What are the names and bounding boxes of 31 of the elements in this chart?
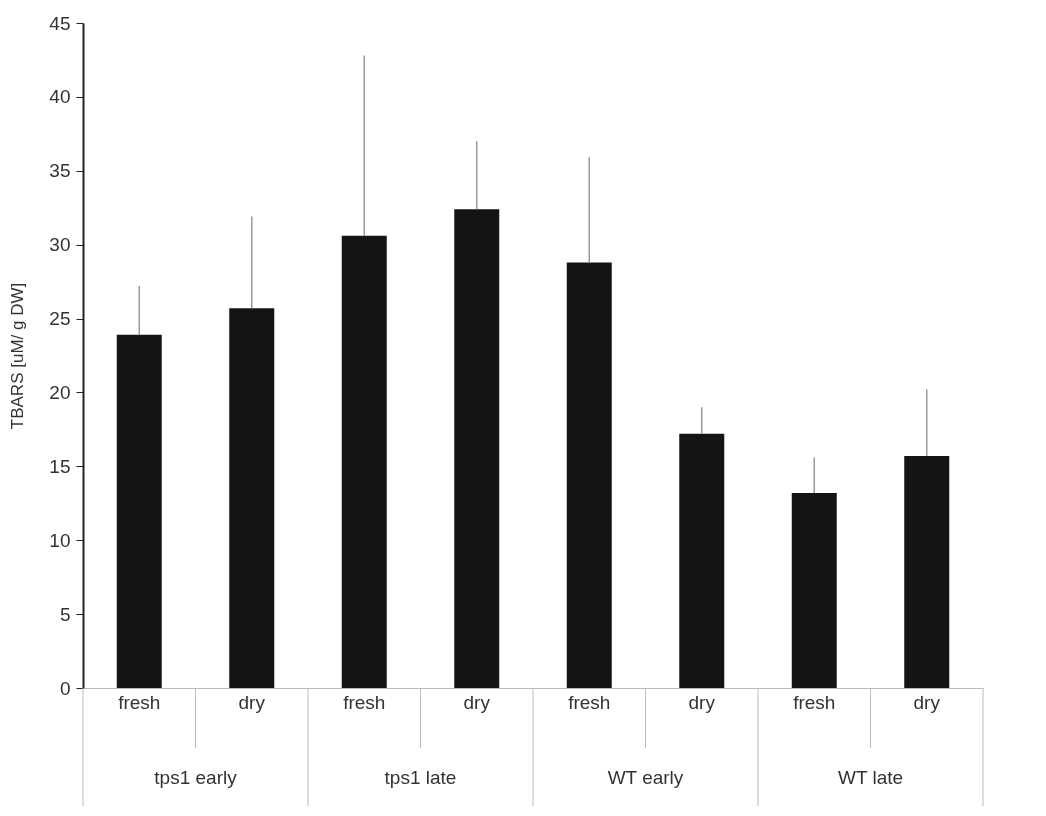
- y-tick-label: 0: [59, 677, 71, 699]
- bar: [116, 334, 162, 688]
- y-tick-label: 45: [49, 12, 71, 34]
- text: WT early: [607, 767, 684, 788]
- y-tick-label: 5: [59, 603, 71, 625]
- x-tick-label: fresh: [118, 691, 161, 713]
- x-tick-label: dry: [238, 691, 266, 713]
- y-tick-label: 10: [49, 529, 71, 551]
- text: tps1 late: [384, 767, 457, 788]
- bar: [679, 433, 725, 688]
- x-tick-label: fresh: [793, 691, 836, 713]
- x-tick-label: fresh: [568, 691, 611, 713]
- y-axis-title: TBARS [uM/ g DW]: [8, 282, 28, 430]
- x-tick-label: fresh: [343, 691, 386, 713]
- y-tick-label: 25: [49, 308, 71, 330]
- bar: [229, 308, 275, 688]
- y-tick-label: 30: [49, 234, 71, 256]
- y-tick-label: 20: [49, 381, 71, 403]
- y-tick-label: 35: [49, 160, 71, 182]
- bar: [566, 262, 612, 688]
- text: WT late: [837, 767, 904, 788]
- x-tick-label: dry: [688, 691, 716, 713]
- bar: [791, 492, 837, 688]
- bar: [904, 455, 950, 688]
- bar: [454, 209, 500, 688]
- bar: [341, 235, 387, 688]
- y-tick-label: 15: [49, 455, 71, 477]
- x-tick-label: dry: [913, 691, 941, 713]
- text: tps1 early: [154, 767, 238, 788]
- y-tick-label: 40: [49, 86, 71, 108]
- x-tick-label: dry: [463, 691, 491, 713]
